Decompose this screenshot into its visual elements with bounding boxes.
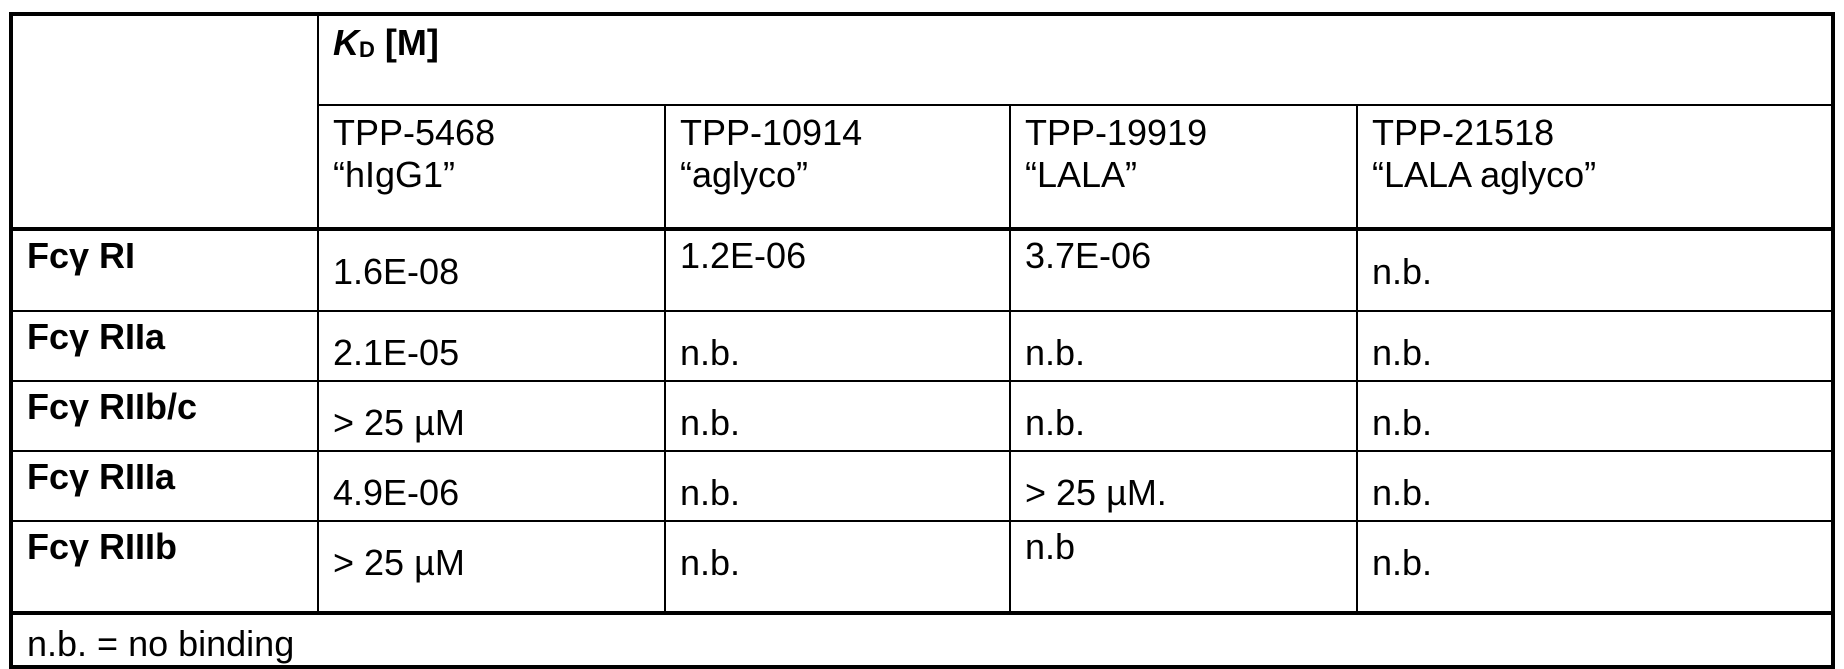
table-row: Fcγ RIIIa 4.9E-06 n.b. > 25 µM. n.b. [11, 451, 1833, 521]
value-cell: n.b. [1357, 451, 1833, 521]
footnote: n.b. = no binding [27, 623, 1817, 665]
row-label: Fcγ RIIa [11, 311, 318, 381]
footnote-cell: n.b. = no binding [11, 613, 1833, 667]
table-row: Fcγ RIIa 2.1E-05 n.b. n.b. n.b. [11, 311, 1833, 381]
column-name: “hIgG1” [333, 154, 455, 195]
table-row: Fcγ RI 1.6E-08 1.2E-06 3.7E-06 n.b. [11, 229, 1833, 311]
value-cell: n.b. [665, 451, 1010, 521]
column-header: TPP-5468“hIgG1” [318, 105, 665, 229]
column-name: “LALA” [1025, 154, 1137, 195]
column-id: TPP-10914 [680, 112, 862, 153]
value-cell: n.b. [1357, 311, 1833, 381]
value-cell: > 25 µM [318, 381, 665, 451]
row-label: Fcγ RIIb/c [11, 381, 318, 451]
column-header: TPP-19919“LALA” [1010, 105, 1357, 229]
table-row: Fcγ RIIb/c > 25 µM n.b. n.b. n.b. [11, 381, 1833, 451]
row-label: Fcγ RIIIa [11, 451, 318, 521]
row-label: Fcγ RI [11, 229, 318, 311]
column-id: TPP-19919 [1025, 112, 1207, 153]
column-id: TPP-5468 [333, 112, 495, 153]
value-cell: 2.1E-05 [318, 311, 665, 381]
column-id: TPP-21518 [1372, 112, 1554, 153]
value-cell: 3.7E-06 [1010, 229, 1357, 311]
value-cell: 1.6E-08 [318, 229, 665, 311]
value-cell: 1.2E-06 [665, 229, 1010, 311]
value-cell: n.b. [1357, 381, 1833, 451]
row-label: Fcγ RIIIb [11, 521, 318, 613]
kd-subscript: D [359, 37, 375, 62]
value-cell: n.b. [665, 381, 1010, 451]
column-header: TPP-10914“aglyco” [665, 105, 1010, 229]
kd-unit: [M] [385, 22, 439, 63]
kd-symbol: K [333, 22, 359, 63]
value-cell: n.b. [1357, 229, 1833, 311]
value-cell: > 25 µM. [1010, 451, 1357, 521]
value-cell: n.b. [1010, 311, 1357, 381]
value-cell: n.b. [665, 521, 1010, 613]
corner-cell [11, 14, 318, 229]
kd-header: KD [M] [318, 14, 1833, 105]
column-name: “aglyco” [680, 154, 808, 195]
value-cell: n.b [1010, 521, 1357, 613]
value-cell: 4.9E-06 [318, 451, 665, 521]
value-cell: n.b. [1357, 521, 1833, 613]
value-cell: > 25 µM [318, 521, 665, 613]
table-row: Fcγ RIIIb > 25 µM n.b. n.b n.b. [11, 521, 1833, 613]
column-name: “LALA aglyco” [1372, 154, 1596, 195]
value-cell: n.b. [1010, 381, 1357, 451]
kd-table: KD [M] TPP-5468“hIgG1” TPP-10914“aglyco”… [9, 12, 1835, 669]
column-header: TPP-21518“LALA aglyco” [1357, 105, 1833, 229]
value-cell: n.b. [665, 311, 1010, 381]
